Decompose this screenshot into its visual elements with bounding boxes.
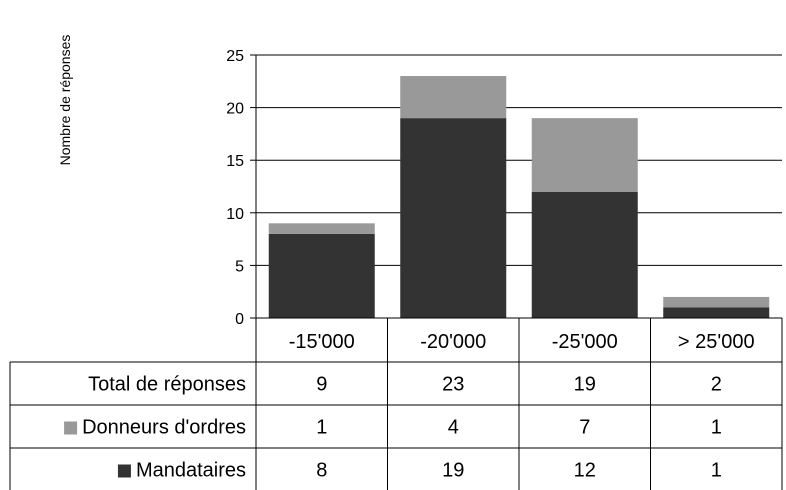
bars <box>269 76 770 318</box>
table-cell-value: 23 <box>442 374 464 396</box>
x-category-label: -15'000 <box>289 331 355 353</box>
y-tick-label: 20 <box>226 101 244 118</box>
table-cell-value: 9 <box>316 374 327 396</box>
table-cell-value: 1 <box>711 460 722 482</box>
bar-segment-mandataires-1 <box>400 118 506 318</box>
table-row-label: Total de réponses <box>88 374 246 396</box>
legend-swatch <box>118 465 131 478</box>
table-cell-value: 7 <box>579 417 590 439</box>
bar-segment-mandataires-0 <box>269 234 375 318</box>
x-category-label: > 25'000 <box>678 331 755 353</box>
table-cell-value: 19 <box>442 460 464 482</box>
bar-segment-donneurs-d-ordres-3 <box>663 297 769 308</box>
data-table: -15'000 -20'000 -25'000 > 25'000 Total de ré… <box>10 318 782 490</box>
bar-segment-donneurs-d-ordres-0 <box>269 223 375 234</box>
x-category-label: -25'000 <box>552 331 618 353</box>
y-tick-label: 5 <box>235 258 244 275</box>
table-row-label: Donneurs d'ordres <box>82 417 246 439</box>
bar-segment-donneurs-d-ordres-2 <box>532 118 638 192</box>
legend-swatch <box>64 422 77 435</box>
table-cell-value: 19 <box>574 374 596 396</box>
table-cell-value: 12 <box>574 460 596 482</box>
table-cell-value: 4 <box>448 417 459 439</box>
axes <box>250 55 256 318</box>
y-axis-label: Nombre de réponses <box>57 35 73 166</box>
table-row-label: Mandataires <box>136 460 246 482</box>
table-cell-value: 2 <box>711 374 722 396</box>
y-tick-label: 0 <box>235 311 244 328</box>
y-tick-label: 10 <box>226 206 244 223</box>
table-cell-value: 8 <box>316 460 327 482</box>
bar-segment-mandataires-2 <box>532 192 638 318</box>
x-category-label: -20'000 <box>420 331 486 353</box>
y-tick-label: 25 <box>226 48 244 65</box>
bar-segment-mandataires-3 <box>663 307 769 318</box>
y-tick-label: 15 <box>226 153 244 170</box>
table-cell-value: 1 <box>711 417 722 439</box>
bar-segment-donneurs-d-ordres-1 <box>400 76 506 118</box>
y-tick-labels: 0 5 10 15 20 25 <box>226 48 244 328</box>
table-cell-value: 1 <box>316 417 327 439</box>
